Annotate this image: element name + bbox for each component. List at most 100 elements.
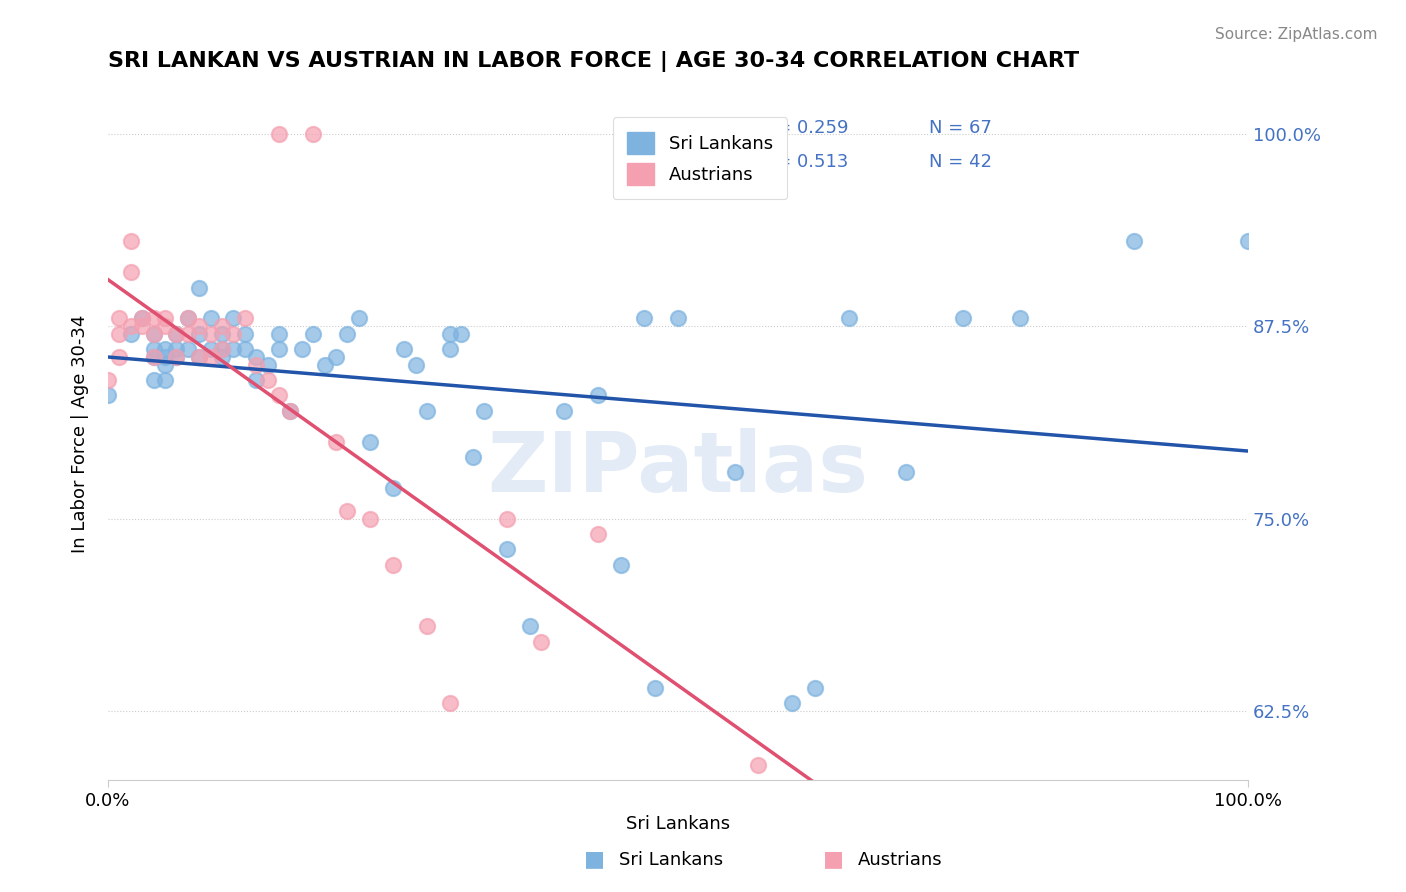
Point: [394, 343, 416, 357]
Point: [439, 697, 461, 711]
Point: [256, 373, 278, 387]
Point: [153, 373, 176, 387]
Point: [131, 311, 153, 326]
Point: [200, 343, 222, 357]
Point: [359, 434, 381, 449]
Point: [200, 326, 222, 341]
Point: [747, 758, 769, 772]
Point: [153, 343, 176, 357]
Point: [724, 466, 747, 480]
Point: [381, 481, 404, 495]
Point: [153, 319, 176, 334]
Point: [1008, 311, 1031, 326]
Point: [461, 450, 484, 464]
Point: [336, 504, 359, 518]
Point: [200, 311, 222, 326]
Point: [610, 558, 633, 572]
Point: [165, 350, 187, 364]
Point: [142, 326, 165, 341]
Point: [177, 311, 200, 326]
Point: [267, 388, 290, 402]
Point: [1122, 235, 1144, 249]
Point: [142, 326, 165, 341]
Point: [245, 373, 267, 387]
Point: [1237, 235, 1260, 249]
Point: [666, 311, 689, 326]
Point: [222, 326, 245, 341]
Point: [347, 311, 370, 326]
Point: [200, 350, 222, 364]
Legend: Sri Lankans, Austrians: Sri Lankans, Austrians: [613, 118, 787, 199]
Point: [496, 542, 519, 557]
Point: [188, 326, 211, 341]
Point: [222, 311, 245, 326]
Point: [233, 311, 256, 326]
Point: [222, 343, 245, 357]
Point: [553, 404, 575, 418]
Point: [952, 311, 974, 326]
Point: [97, 388, 120, 402]
Point: [302, 326, 325, 341]
Point: [142, 311, 165, 326]
Point: [233, 326, 256, 341]
Point: [405, 358, 427, 372]
Point: [165, 343, 187, 357]
Text: R = 0.513: R = 0.513: [758, 153, 848, 171]
Point: [450, 326, 472, 341]
Point: [211, 350, 233, 364]
Text: N = 42: N = 42: [929, 153, 991, 171]
Point: [165, 326, 187, 341]
Point: [142, 343, 165, 357]
Point: [325, 434, 347, 449]
Point: [416, 619, 439, 633]
Point: [188, 350, 211, 364]
Point: [325, 350, 347, 364]
Point: [131, 319, 153, 334]
Point: [211, 326, 233, 341]
Point: [245, 358, 267, 372]
Text: Austrians: Austrians: [858, 851, 942, 869]
Point: [439, 326, 461, 341]
Point: [519, 619, 541, 633]
Point: [153, 350, 176, 364]
Point: [177, 326, 200, 341]
Text: N = 67: N = 67: [929, 119, 991, 136]
Point: [267, 326, 290, 341]
Point: [97, 373, 120, 387]
Point: [245, 350, 267, 364]
Point: [211, 343, 233, 357]
Text: Source: ZipAtlas.com: Source: ZipAtlas.com: [1215, 27, 1378, 42]
Point: [280, 404, 302, 418]
Point: [142, 350, 165, 364]
Point: [291, 343, 314, 357]
Text: ZIPatlas: ZIPatlas: [488, 428, 869, 509]
Point: [233, 343, 256, 357]
Point: [142, 373, 165, 387]
Point: [302, 127, 325, 141]
Point: [120, 319, 142, 334]
Point: [120, 235, 142, 249]
Point: [894, 466, 917, 480]
Point: [472, 404, 495, 418]
Point: [142, 350, 165, 364]
Point: [165, 350, 187, 364]
Point: [120, 265, 142, 279]
Text: Sri Lankans: Sri Lankans: [626, 814, 730, 833]
Point: [496, 511, 519, 525]
Point: [131, 311, 153, 326]
Text: Sri Lankans: Sri Lankans: [619, 851, 723, 869]
Text: SRI LANKAN VS AUSTRIAN IN LABOR FORCE | AGE 30-34 CORRELATION CHART: SRI LANKAN VS AUSTRIAN IN LABOR FORCE | …: [108, 51, 1080, 71]
Point: [586, 388, 609, 402]
Point: [256, 358, 278, 372]
Text: R = 0.259: R = 0.259: [758, 119, 848, 136]
Point: [439, 343, 461, 357]
Point: [108, 311, 131, 326]
Point: [803, 681, 825, 695]
Point: [153, 311, 176, 326]
Point: [211, 343, 233, 357]
Point: [165, 326, 187, 341]
Point: [267, 127, 290, 141]
Point: [188, 319, 211, 334]
Point: [530, 634, 553, 648]
Point: [314, 358, 336, 372]
